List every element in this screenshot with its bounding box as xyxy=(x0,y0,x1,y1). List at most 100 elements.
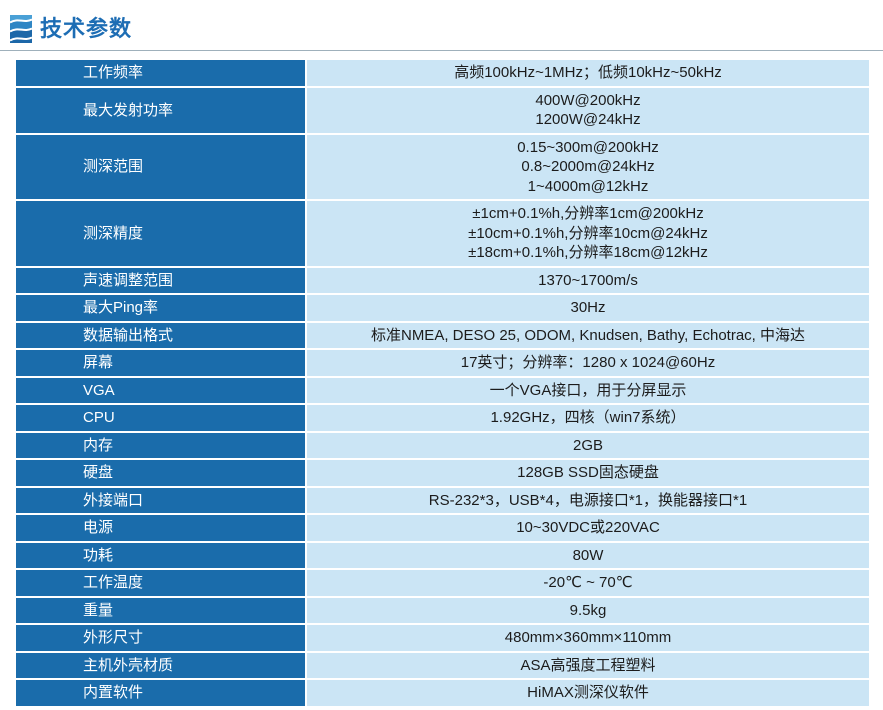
param-value-cell: 2GB xyxy=(307,432,869,458)
column-gap xyxy=(305,377,307,403)
column-gap xyxy=(305,322,307,348)
param-value-cell: 30Hz xyxy=(307,295,869,321)
param-value-line: 400W@200kHz xyxy=(535,91,641,109)
param-value-cell: 标准NMEA, DESO 25, ODOM, Knudsen, Bathy, E… xyxy=(307,322,869,348)
param-value-line: 128GB SSD固态硬盘 xyxy=(517,464,659,481)
param-label-cell: 数据输出格式 xyxy=(16,322,305,348)
param-value-line: 80W xyxy=(572,546,604,564)
table-row: 电源 10~30VDC或220VAC xyxy=(16,515,869,541)
column-gap xyxy=(305,542,307,568)
param-value-line: RS-232*3，USB*4，电源接口*1，换能器接口*1 xyxy=(428,491,748,509)
param-value-line: 2GB xyxy=(572,436,603,454)
table-row: 数据输出格式 标准NMEA, DESO 25, ODOM, Knudsen, Ba… xyxy=(16,322,869,348)
param-value-cell: 128GB SSD固态硬盘 xyxy=(307,460,869,486)
param-value-line: 0.15~300m@200kHz xyxy=(517,138,659,156)
table-row: 内置软件 HiMAX测深仪软件 xyxy=(16,680,869,706)
param-label-cell: 外接端口 xyxy=(16,487,305,513)
table-row: 主机外壳材质 ASA高强度工程塑料 xyxy=(16,652,869,678)
param-label-cell: 内存 xyxy=(16,432,305,458)
param-value-cell: ±1cm+0.1%h,分辨率1cm@200kHz ±10cm+0.1%h,分辨率1… xyxy=(307,201,869,266)
table-row: 测深范围 0.15~300m@200kHz 0.8~2000m@24kHz 1~400… xyxy=(16,134,869,199)
column-gap xyxy=(305,515,307,541)
column-gap xyxy=(305,201,307,266)
column-gap xyxy=(305,597,307,623)
column-gap xyxy=(305,295,307,321)
param-value-line: 30Hz xyxy=(570,299,606,316)
param-value-cell: 1.92GHz，四核（win7系统） xyxy=(307,405,869,431)
param-value-cell: 9.5kg xyxy=(307,597,869,623)
param-value-cell: 10~30VDC或220VAC xyxy=(307,515,869,541)
param-value-line: HiMAX测深仪软件 xyxy=(527,684,649,701)
waves-logo-icon xyxy=(10,15,32,43)
param-value-line: 0.8~2000m@24kHz xyxy=(521,158,655,175)
param-label-cell: 最大发射功率 xyxy=(16,87,305,133)
header-divider xyxy=(0,50,883,51)
param-value-line: ±10cm+0.1%h,分辨率10cm@24kHz xyxy=(468,224,708,242)
table-row: 最大发射功率 400W@200kHz 1200W@24kHz xyxy=(16,87,869,133)
param-label-cell: 重量 xyxy=(16,597,305,623)
column-gap xyxy=(305,405,307,431)
column-gap xyxy=(305,570,307,596)
column-gap xyxy=(305,432,307,458)
param-value-line: ASA高强度工程塑料 xyxy=(520,656,656,674)
column-gap xyxy=(305,460,307,486)
param-value-line: 1.92GHz，四核（win7系统） xyxy=(490,409,686,426)
param-value-cell: HiMAX测深仪软件 xyxy=(307,680,869,706)
section-header: 技术参数 xyxy=(10,12,132,46)
param-value-line: 9.5kg xyxy=(569,601,607,619)
param-value-cell: 17英寸；分辨率：1280 x 1024@60Hz xyxy=(307,350,869,376)
param-value-line: 一个VGA接口，用于分屏显示 xyxy=(489,381,687,399)
column-gap xyxy=(305,60,307,86)
table-row: 测深精度 ±1cm+0.1%h,分辨率1cm@200kHz ±10cm+0.1%h,… xyxy=(16,201,869,266)
param-label-cell: 硬盘 xyxy=(16,460,305,486)
param-value-cell: 0.15~300m@200kHz 0.8~2000m@24kHz 1~4000m@1… xyxy=(307,134,869,199)
param-value-cell: 80W xyxy=(307,542,869,568)
table-row: CPU 1.92GHz，四核（win7系统） xyxy=(16,405,869,431)
param-label-cell: VGA xyxy=(16,377,305,403)
param-value-cell: ASA高强度工程塑料 xyxy=(307,652,869,678)
param-label-cell: 主机外壳材质 xyxy=(16,652,305,678)
spec-table: 工作频率 高频100kHz~1MHz；低频10kHz~50kHz 最大发射功率 400… xyxy=(16,60,869,706)
param-label-cell: 电源 xyxy=(16,515,305,541)
param-value-line: 10~30VDC或220VAC xyxy=(516,519,660,536)
param-value-line: 480mm×360mm×110mm xyxy=(504,629,672,646)
table-row: 最大Ping率 30Hz xyxy=(16,295,869,321)
table-row: 硬盘 128GB SSD固态硬盘 xyxy=(16,460,869,486)
table-row: 屏幕 17英寸；分辨率：1280 x 1024@60Hz xyxy=(16,350,869,376)
param-label-cell: 外形尺寸 xyxy=(16,625,305,651)
table-row: 功耗 80W xyxy=(16,542,869,568)
param-label-cell: 测深精度 xyxy=(16,201,305,266)
param-label-cell: 内置软件 xyxy=(16,680,305,706)
param-value-line: 17英寸；分辨率：1280 x 1024@60Hz xyxy=(460,354,716,371)
column-gap xyxy=(305,87,307,133)
param-label-cell: 工作频率 xyxy=(16,60,305,86)
column-gap xyxy=(305,487,307,513)
param-value-line: 高频100kHz~1MHz；低频10kHz~50kHz xyxy=(454,64,722,81)
param-value-line: ±18cm+0.1%h,分辨率18cm@12kHz xyxy=(468,244,708,261)
column-gap xyxy=(305,680,307,706)
param-label-cell: 工作温度 xyxy=(16,570,305,596)
column-gap xyxy=(305,652,307,678)
table-row: 工作温度 -20℃ ~ 70℃ xyxy=(16,570,869,596)
table-row: 声速调整范围 1370~1700m/s xyxy=(16,267,869,293)
param-value-line: 1~4000m@12kHz xyxy=(527,177,649,195)
page-title: 技术参数 xyxy=(40,16,133,41)
table-row: 外形尺寸 480mm×360mm×110mm xyxy=(16,625,869,651)
param-value-line: 1370~1700m/s xyxy=(538,271,638,289)
param-value-line: ±1cm+0.1%h,分辨率1cm@200kHz xyxy=(472,205,704,222)
param-value-cell: 一个VGA接口，用于分屏显示 xyxy=(307,377,869,403)
param-value-cell: 1370~1700m/s xyxy=(307,267,869,293)
column-gap xyxy=(305,267,307,293)
param-value-cell: -20℃ ~ 70℃ xyxy=(307,570,869,596)
param-value-line: -20℃ ~ 70℃ xyxy=(543,574,633,591)
table-row: 内存 2GB xyxy=(16,432,869,458)
param-value-line: 标准NMEA, DESO 25, ODOM, Knudsen, Bathy, E… xyxy=(370,326,806,344)
table-row: 外接端口 RS-232*3，USB*4，电源接口*1，换能器接口*1 xyxy=(16,487,869,513)
param-label-cell: 最大Ping率 xyxy=(16,295,305,321)
param-label-cell: 功耗 xyxy=(16,542,305,568)
param-value-line: 1200W@24kHz xyxy=(535,111,641,128)
param-label-cell: 声速调整范围 xyxy=(16,267,305,293)
param-value-cell: RS-232*3，USB*4，电源接口*1，换能器接口*1 xyxy=(307,487,869,513)
table-row: VGA 一个VGA接口，用于分屏显示 xyxy=(16,377,869,403)
param-value-cell: 400W@200kHz 1200W@24kHz xyxy=(307,87,869,133)
